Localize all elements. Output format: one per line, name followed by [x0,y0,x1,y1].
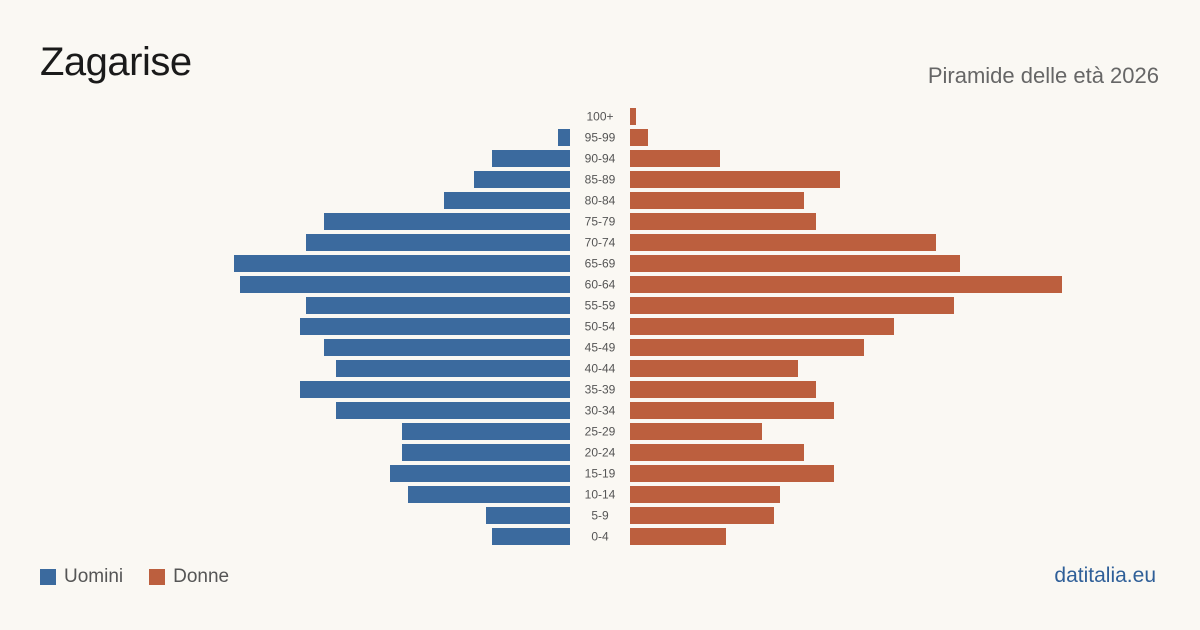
bar-female-40-44 [630,360,798,377]
age-label-35-39: 35-39 [585,383,616,397]
bar-male-65-69 [234,255,570,272]
age-label-10-14: 10-14 [585,488,616,502]
age-label-50-54: 50-54 [585,320,616,334]
age-label-0-4: 0-4 [591,530,609,544]
bar-female-45-49 [630,339,864,356]
brand-link[interactable]: datitalia.eu [1054,564,1156,587]
bar-female-15-19 [630,465,834,482]
legend-swatch-female [149,569,166,585]
age-label-5-9: 5-9 [591,509,609,523]
age-label-85-89: 85-89 [585,173,616,187]
bar-female-30-34 [630,402,834,419]
bar-female-100+ [630,108,636,125]
bar-female-0-4 [630,528,726,545]
age-label-70-74: 70-74 [585,236,616,250]
legend-swatch-male [40,569,56,585]
age-label-100+: 100+ [586,110,613,124]
age-label-60-64: 60-64 [585,278,616,292]
bar-male-40-44 [336,360,570,377]
bar-female-85-89 [630,171,840,188]
age-label-20-24: 20-24 [585,446,616,460]
bar-male-75-79 [324,213,570,230]
bar-male-80-84 [444,192,570,209]
legend-label-male: Uomini [64,566,124,587]
bar-female-5-9 [630,507,774,524]
age-label-90-94: 90-94 [585,152,616,166]
bar-male-30-34 [336,402,570,419]
bar-female-50-54 [630,318,894,335]
bar-female-25-29 [630,423,762,440]
bar-female-90-94 [630,150,720,167]
bar-male-0-4 [492,528,570,545]
age-label-65-69: 65-69 [585,257,616,271]
bar-female-55-59 [630,297,954,314]
bar-male-20-24 [402,444,570,461]
bar-female-20-24 [630,444,804,461]
legend-label-female: Donne [173,566,230,587]
legend-item-female: Donne [149,566,229,588]
bar-male-85-89 [474,171,570,188]
bar-male-70-74 [306,234,570,251]
bar-female-75-79 [630,213,816,230]
age-label-80-84: 80-84 [585,194,616,208]
bar-male-50-54 [300,318,570,335]
age-label-55-59: 55-59 [585,299,616,313]
bar-male-45-49 [324,339,570,356]
bar-female-10-14 [630,486,780,503]
age-label-40-44: 40-44 [585,362,616,376]
bar-male-90-94 [492,150,570,167]
chart-subtitle: Piramide delle età 2026 [927,63,1159,88]
bar-female-70-74 [630,234,936,251]
age-label-75-79: 75-79 [585,215,616,229]
bar-male-95-99 [558,129,570,146]
bar-female-65-69 [630,255,960,272]
age-label-25-29: 25-29 [585,425,616,439]
bar-female-60-64 [630,276,1062,293]
chart-title: Zagarise [40,40,192,84]
age-label-95-99: 95-99 [585,131,616,145]
bar-male-55-59 [306,297,570,314]
bar-female-80-84 [630,192,804,209]
age-label-15-19: 15-19 [585,467,616,481]
bar-male-15-19 [390,465,570,482]
bar-male-35-39 [300,381,570,398]
bar-male-60-64 [240,276,570,293]
bar-female-95-99 [630,129,648,146]
legend: Uomini Donne [40,566,255,588]
bar-male-10-14 [408,486,570,503]
bar-male-25-29 [402,423,570,440]
age-label-45-49: 45-49 [585,341,616,355]
bar-male-5-9 [486,507,570,524]
age-label-30-34: 30-34 [585,404,616,418]
bar-female-35-39 [630,381,816,398]
legend-item-male: Uomini [40,566,123,588]
